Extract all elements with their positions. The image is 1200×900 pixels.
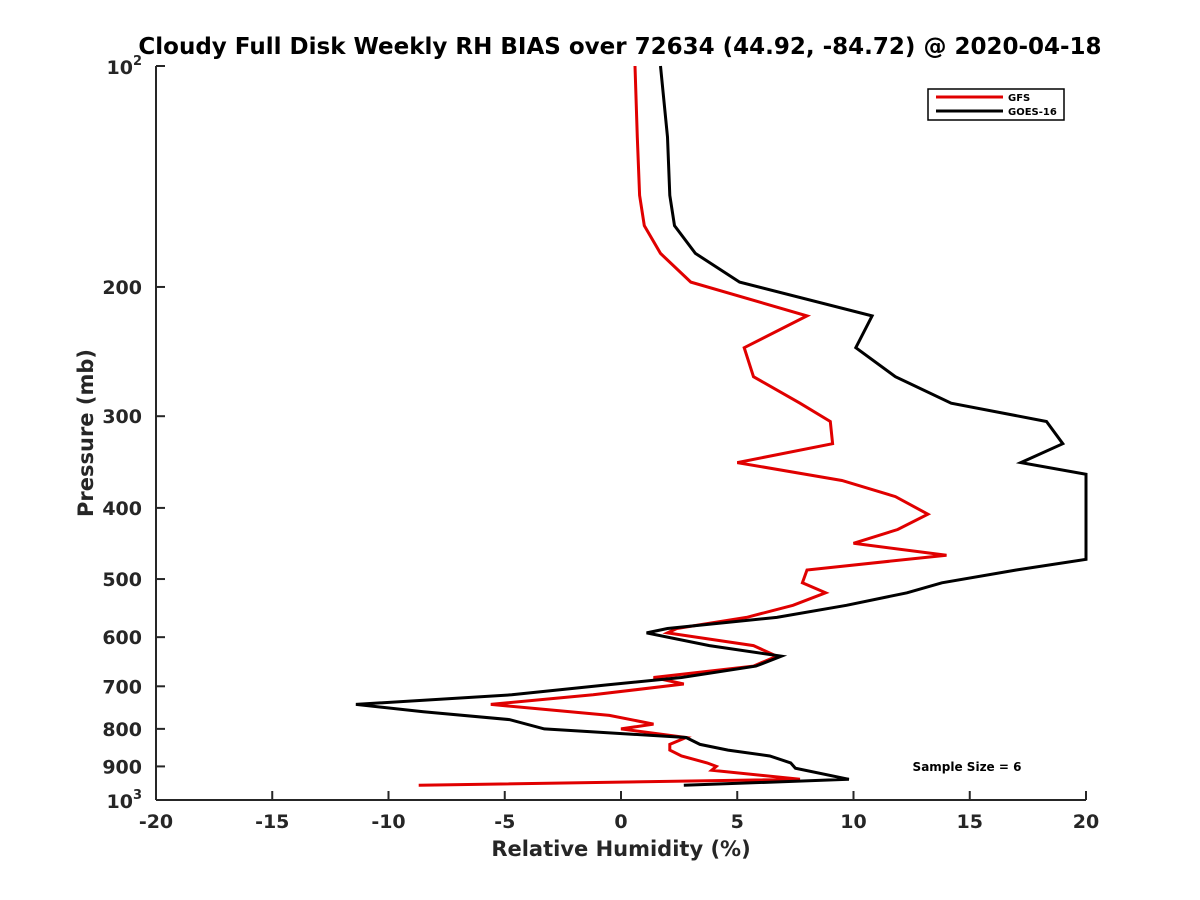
x-tick-label: -10: [371, 811, 405, 833]
legend-label-goes-16: GOES-16: [1008, 107, 1057, 118]
y-tick-label: 800: [102, 719, 142, 741]
x-tick-label: 10: [840, 811, 866, 833]
y-tick-label: 600: [102, 627, 142, 649]
y-axis-label: Pressure (mb): [74, 349, 98, 517]
x-tick-label: -15: [255, 811, 289, 833]
chart-title: Cloudy Full Disk Weekly RH BIAS over 726…: [138, 34, 1101, 60]
x-tick-label: 20: [1073, 811, 1099, 833]
y-axis-ticks: 102 200 300 400 500 600 700 800 900 103: [102, 54, 165, 813]
x-tick-label: -5: [494, 811, 515, 833]
sample-size-annotation: Sample Size = 6: [913, 760, 1022, 774]
plot-lines: [355, 65, 1088, 787]
legend-box: [927, 88, 1065, 121]
x-tick-label: 15: [957, 811, 983, 833]
y-tick-label: 400: [102, 498, 142, 520]
y-tick-label: 102: [107, 54, 143, 79]
x-tick-label: -20: [139, 811, 173, 833]
x-axis-label: Relative Humidity (%): [491, 837, 750, 861]
y-tick-label: 500: [102, 569, 142, 591]
series-line-goes-16: [355, 65, 1088, 787]
x-axis-ticks: -20 -15 -10 -5 0 5 10 15 20: [139, 791, 1099, 833]
x-tick-label: 0: [614, 811, 627, 833]
y-tick-label: 300: [102, 406, 142, 428]
x-tick-label: 5: [731, 811, 744, 833]
y-tick-label: 200: [102, 277, 142, 299]
series-line-gfs: [418, 65, 947, 787]
y-tick-label: 103: [107, 788, 143, 813]
y-tick-label: 900: [102, 756, 142, 778]
legend: GFS GOES-16: [927, 88, 1065, 121]
legend-label-gfs: GFS: [1008, 93, 1030, 104]
y-tick-label: 700: [102, 676, 142, 698]
